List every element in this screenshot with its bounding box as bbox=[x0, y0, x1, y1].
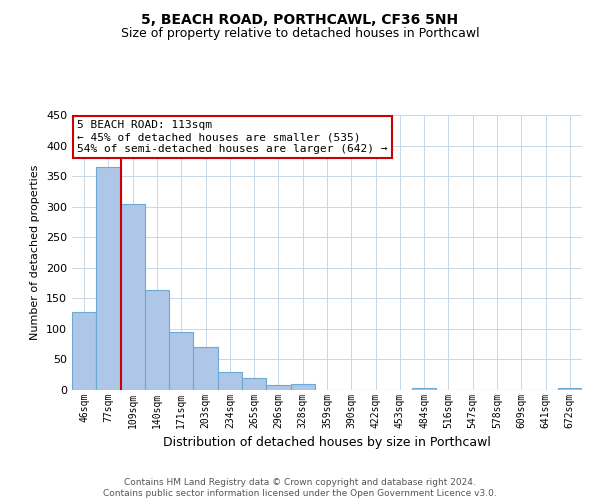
Bar bbox=[558, 388, 582, 390]
Bar bbox=[412, 388, 436, 390]
Bar bbox=[290, 384, 315, 390]
Bar bbox=[242, 378, 266, 390]
Bar bbox=[169, 332, 193, 390]
Text: 5, BEACH ROAD, PORTHCAWL, CF36 5NH: 5, BEACH ROAD, PORTHCAWL, CF36 5NH bbox=[142, 12, 458, 26]
Y-axis label: Number of detached properties: Number of detached properties bbox=[31, 165, 40, 340]
Bar bbox=[266, 385, 290, 390]
Bar bbox=[218, 372, 242, 390]
Text: Size of property relative to detached houses in Porthcawl: Size of property relative to detached ho… bbox=[121, 28, 479, 40]
Text: 5 BEACH ROAD: 113sqm
← 45% of detached houses are smaller (535)
54% of semi-deta: 5 BEACH ROAD: 113sqm ← 45% of detached h… bbox=[77, 120, 388, 154]
Bar bbox=[72, 312, 96, 390]
Bar bbox=[193, 347, 218, 390]
Bar bbox=[121, 204, 145, 390]
Bar bbox=[96, 167, 121, 390]
Text: Contains HM Land Registry data © Crown copyright and database right 2024.
Contai: Contains HM Land Registry data © Crown c… bbox=[103, 478, 497, 498]
Bar bbox=[145, 290, 169, 390]
X-axis label: Distribution of detached houses by size in Porthcawl: Distribution of detached houses by size … bbox=[163, 436, 491, 450]
